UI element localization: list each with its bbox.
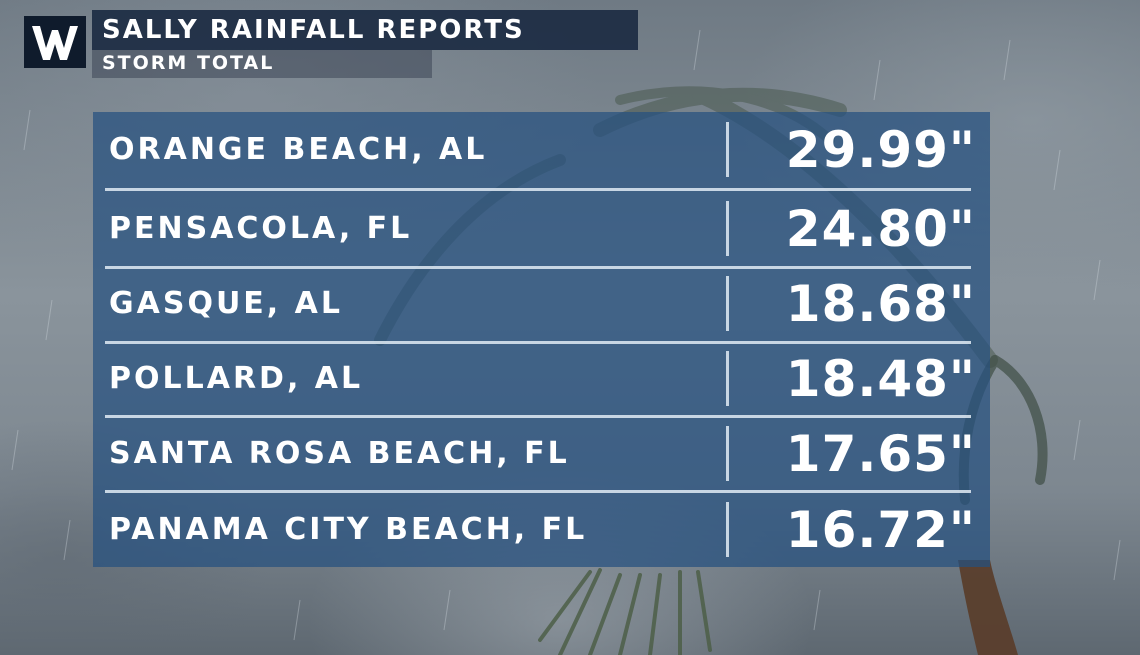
location-label: POLLARD, AL — [109, 361, 364, 396]
graphic-subtitle: STORM TOTAL — [102, 52, 275, 74]
row-divider — [105, 266, 971, 269]
table-row: POLLARD, AL 18.48" — [93, 341, 990, 416]
location-label: ORANGE BEACH, AL — [109, 132, 488, 167]
rainfall-table: ORANGE BEACH, AL 29.99" PENSACOLA, FL 24… — [93, 112, 990, 567]
rainfall-total: 18.68" — [785, 275, 976, 333]
subtitle-bar — [92, 50, 432, 78]
row-divider — [105, 415, 971, 418]
column-separator — [726, 122, 729, 177]
table-row: GASQUE, AL 18.68" — [93, 266, 990, 341]
rainfall-total: 16.72" — [785, 501, 976, 559]
location-label: PANAMA CITY BEACH, FL — [109, 512, 588, 547]
weather-nation-w-logo-icon — [32, 26, 78, 60]
rainfall-total: 18.48" — [785, 350, 976, 408]
weather-nation-logo — [24, 16, 86, 68]
title-bar — [92, 10, 638, 50]
column-separator — [726, 502, 729, 557]
table-row: SANTA ROSA BEACH, FL 17.65" — [93, 416, 990, 491]
table-row: PANAMA CITY BEACH, FL 16.72" — [93, 492, 990, 567]
palm-trunk — [958, 560, 1018, 655]
graphic-title: SALLY RAINFALL REPORTS — [102, 15, 525, 45]
row-divider — [105, 341, 971, 344]
location-label: PENSACOLA, FL — [109, 211, 413, 246]
table-row: ORANGE BEACH, AL 29.99" — [93, 112, 990, 187]
rainfall-total: 29.99" — [785, 121, 976, 179]
table-row: PENSACOLA, FL 24.80" — [93, 191, 990, 266]
column-separator — [726, 276, 729, 331]
location-label: GASQUE, AL — [109, 286, 343, 321]
rainfall-total: 24.80" — [785, 200, 976, 258]
column-separator — [726, 201, 729, 256]
row-divider — [105, 490, 971, 493]
rainfall-total: 17.65" — [785, 425, 976, 483]
location-label: SANTA ROSA BEACH, FL — [109, 436, 570, 471]
column-separator — [726, 426, 729, 481]
column-separator — [726, 351, 729, 406]
row-divider — [105, 188, 971, 191]
